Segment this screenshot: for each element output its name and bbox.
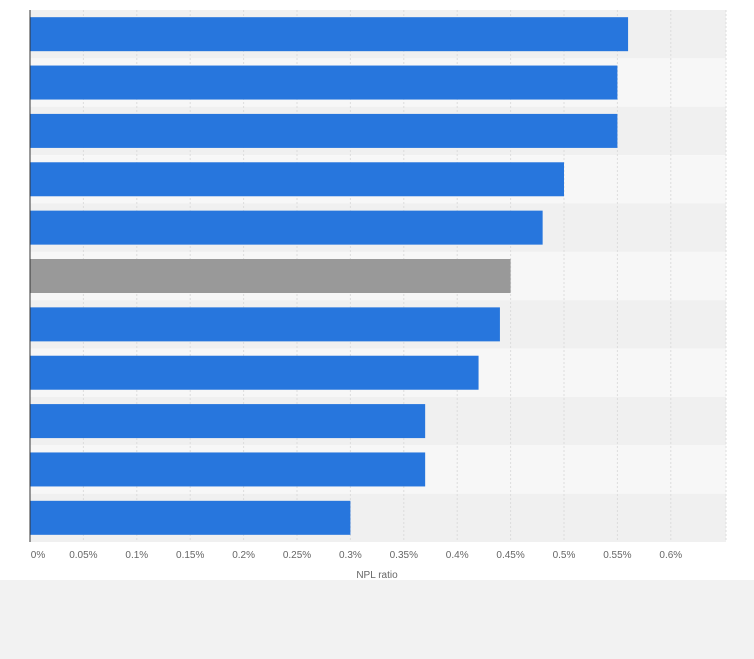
- x-tick-label: 0.6%: [659, 550, 682, 561]
- bars: [30, 17, 629, 535]
- chart-area: 0% 0.05% 0.1% 0.15% 0.2% 0.25% 0.3% 0.35% 0.4% 0.…: [0, 0, 754, 580]
- footer-band: [0, 580, 754, 659]
- bar[interactable]: [30, 162, 564, 197]
- x-axis-title: NPL ratio: [356, 570, 398, 580]
- x-tick-label: 0.4%: [446, 550, 469, 561]
- bar[interactable]: [30, 404, 426, 439]
- bar[interactable]: [30, 307, 500, 342]
- bar[interactable]: [30, 355, 479, 390]
- bar-highlight[interactable]: [30, 259, 511, 293]
- x-tick-label: 0.1%: [125, 550, 148, 561]
- bar[interactable]: [30, 113, 618, 148]
- x-tick-label: 0.05%: [69, 550, 97, 561]
- x-tick-label: 0.3%: [339, 550, 362, 561]
- bar[interactable]: [30, 17, 629, 52]
- x-tick-label: 0.55%: [603, 550, 631, 561]
- bar[interactable]: [30, 500, 351, 535]
- x-tick-label: 0.15%: [176, 550, 204, 561]
- x-tick-label: 0.45%: [496, 550, 524, 561]
- x-tick-label: 0.2%: [232, 550, 255, 561]
- x-tick-label: 0.5%: [553, 550, 576, 561]
- bar-chart: 0% 0.05% 0.1% 0.15% 0.2% 0.25% 0.3% 0.35% 0.4% 0.…: [29, 10, 727, 580]
- bar[interactable]: [30, 210, 543, 245]
- x-axis-ticks: 0% 0.05% 0.1% 0.15% 0.2% 0.25% 0.3% 0.35% 0.4% 0.…: [31, 550, 683, 561]
- bar[interactable]: [30, 452, 426, 487]
- bar[interactable]: [30, 65, 618, 100]
- x-tick-label: 0%: [31, 550, 46, 561]
- x-tick-label: 0.35%: [390, 550, 418, 561]
- x-tick-label: 0.25%: [283, 550, 311, 561]
